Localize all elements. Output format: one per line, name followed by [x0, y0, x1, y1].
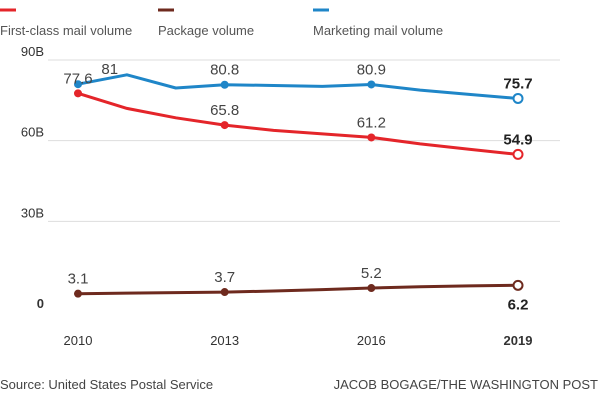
x-tick-label: 2013 — [210, 333, 239, 348]
x-axis: 2010 2013 2016 2019 — [64, 333, 533, 348]
data-point — [74, 80, 82, 89]
x-tick-label: 2016 — [357, 333, 386, 348]
data-label: 3.1 — [68, 271, 89, 288]
gridlines — [48, 59, 560, 222]
x-tick-label: 2010 — [64, 333, 93, 348]
data-label: 65.8 — [210, 102, 239, 119]
data-label: 5.2 — [361, 265, 382, 282]
y-tick-label: 60B — [21, 125, 44, 140]
data-label: 6.2 — [508, 296, 529, 313]
y-tick-label: 90B — [21, 44, 44, 59]
data-point — [512, 92, 524, 104]
data-point — [220, 288, 229, 297]
legend-label-0: First-class mail volume — [0, 23, 132, 38]
data-label: 75.7 — [503, 75, 532, 92]
data-labels: 65.8 61.2 54.9 3.1 3.7 5.2 6.2 77.6 81 80.8 80.9 75… — [63, 61, 532, 313]
data-label: 80.8 — [210, 62, 239, 79]
data-point — [74, 89, 82, 98]
series-line-2 — [76, 73, 520, 100]
data-label: 81 — [101, 61, 118, 78]
legend-label-1: Package volume — [158, 23, 254, 38]
data-point — [220, 80, 229, 89]
data-point — [367, 80, 376, 89]
data-label: 3.7 — [214, 269, 235, 286]
series — [74, 73, 524, 298]
data-label: 80.9 — [357, 61, 386, 78]
data-point — [367, 133, 376, 142]
data-point — [512, 148, 524, 160]
data-point — [74, 289, 82, 298]
y-tick-label: 0 — [37, 296, 44, 311]
data-label: 54.9 — [503, 131, 532, 148]
y-axis: 0 30B 60B 90B — [21, 44, 44, 311]
y-tick-label: 30B — [21, 205, 44, 220]
series-line-1 — [76, 283, 520, 296]
data-label: 61.2 — [357, 114, 386, 131]
series-line-0 — [76, 91, 520, 156]
legend: First-class mail volume Package volume Mar… — [0, 8, 443, 38]
data-point — [512, 279, 524, 291]
source-note: Source: United States Postal Service — [0, 377, 213, 392]
data-label: 77.6 — [63, 70, 92, 87]
legend-label-2: Marketing mail volume — [313, 23, 443, 38]
data-point — [367, 284, 376, 293]
x-tick-label: 2019 — [504, 333, 533, 348]
credit-line: JACOB BOGAGE/THE WASHINGTON POST — [334, 377, 598, 392]
data-point — [220, 121, 229, 130]
